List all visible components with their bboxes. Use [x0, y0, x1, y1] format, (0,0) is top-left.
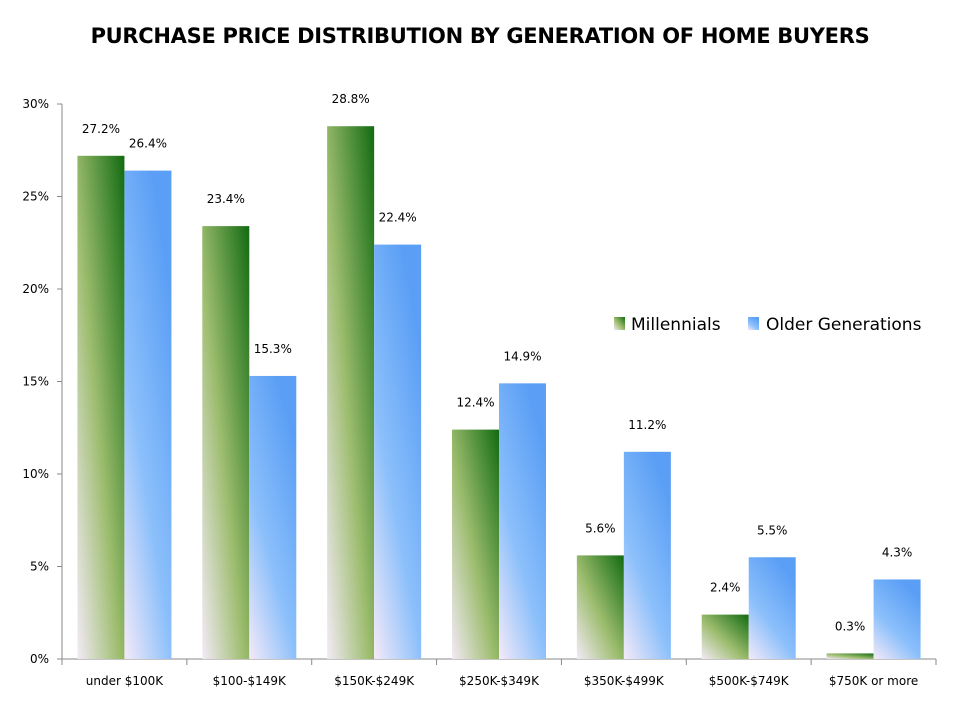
data-label: 23.4%: [207, 192, 245, 206]
legend-swatch: [614, 317, 625, 330]
x-tick-label: $500K-$749K: [709, 674, 790, 688]
bar-millennials: [576, 555, 624, 659]
bar-millennials: [327, 126, 375, 659]
chart-title: PURCHASE PRICE DISTRIBUTION BY GENERATIO…: [90, 24, 870, 48]
data-labels: 27.2% 23.4% 28.8% 12.4% 5.6% 2.4% 0.3% 26.4% 15.…: [82, 92, 912, 633]
data-label: 12.4%: [456, 396, 494, 410]
legend-swatch: [748, 317, 759, 330]
bar-older-generations: [499, 383, 546, 659]
bar-millennials: [202, 226, 250, 659]
bar-older-generations: [873, 579, 921, 659]
bar-older-generations: [124, 170, 172, 659]
data-label: 5.6%: [585, 521, 616, 535]
legend-label: Older Generations: [766, 315, 922, 335]
bar-millennials: [826, 653, 874, 659]
data-label: 28.8%: [332, 92, 370, 106]
x-tick-label: $350K-$499K: [584, 674, 665, 688]
y-tick-label: 30%: [22, 97, 49, 111]
bar-older-generations: [748, 557, 796, 659]
data-label: 26.4%: [129, 137, 167, 151]
data-label: 27.2%: [82, 122, 120, 136]
data-label: 11.2%: [628, 418, 666, 432]
bar-millennials: [452, 429, 499, 659]
data-label: 14.9%: [503, 349, 541, 363]
y-tick-label: 5%: [30, 560, 49, 574]
y-tick-label: 20%: [22, 282, 49, 296]
data-label: 4.3%: [882, 545, 913, 559]
x-tick-label: $750K or more: [829, 674, 918, 688]
data-label: 15.3%: [254, 342, 292, 356]
y-tick-label: 25%: [22, 190, 49, 204]
y-tick-label: 15%: [22, 375, 49, 389]
bar-older-generations: [249, 375, 297, 659]
data-label: 0.3%: [835, 619, 866, 633]
legend-label: Millennials: [631, 315, 721, 335]
bar-older-generations: [623, 451, 671, 659]
bars: [77, 126, 921, 660]
y-tick-label: 10%: [22, 467, 49, 481]
data-label: 2.4%: [710, 581, 741, 595]
bar-older-generations: [374, 244, 422, 659]
data-label: 22.4%: [379, 211, 417, 225]
bar-millennials: [77, 155, 125, 660]
legend: Millennials Older Generations: [614, 315, 922, 335]
bar-millennials: [701, 614, 749, 659]
data-label: 5.5%: [757, 523, 788, 537]
y-tick-label: 0%: [30, 652, 49, 666]
x-tick-label: $150K-$249K: [334, 674, 415, 688]
x-tick-label: under $100K: [86, 674, 164, 688]
x-tick-label: $250K-$349K: [459, 674, 540, 688]
x-tick-label: $100-$149K: [213, 674, 287, 688]
